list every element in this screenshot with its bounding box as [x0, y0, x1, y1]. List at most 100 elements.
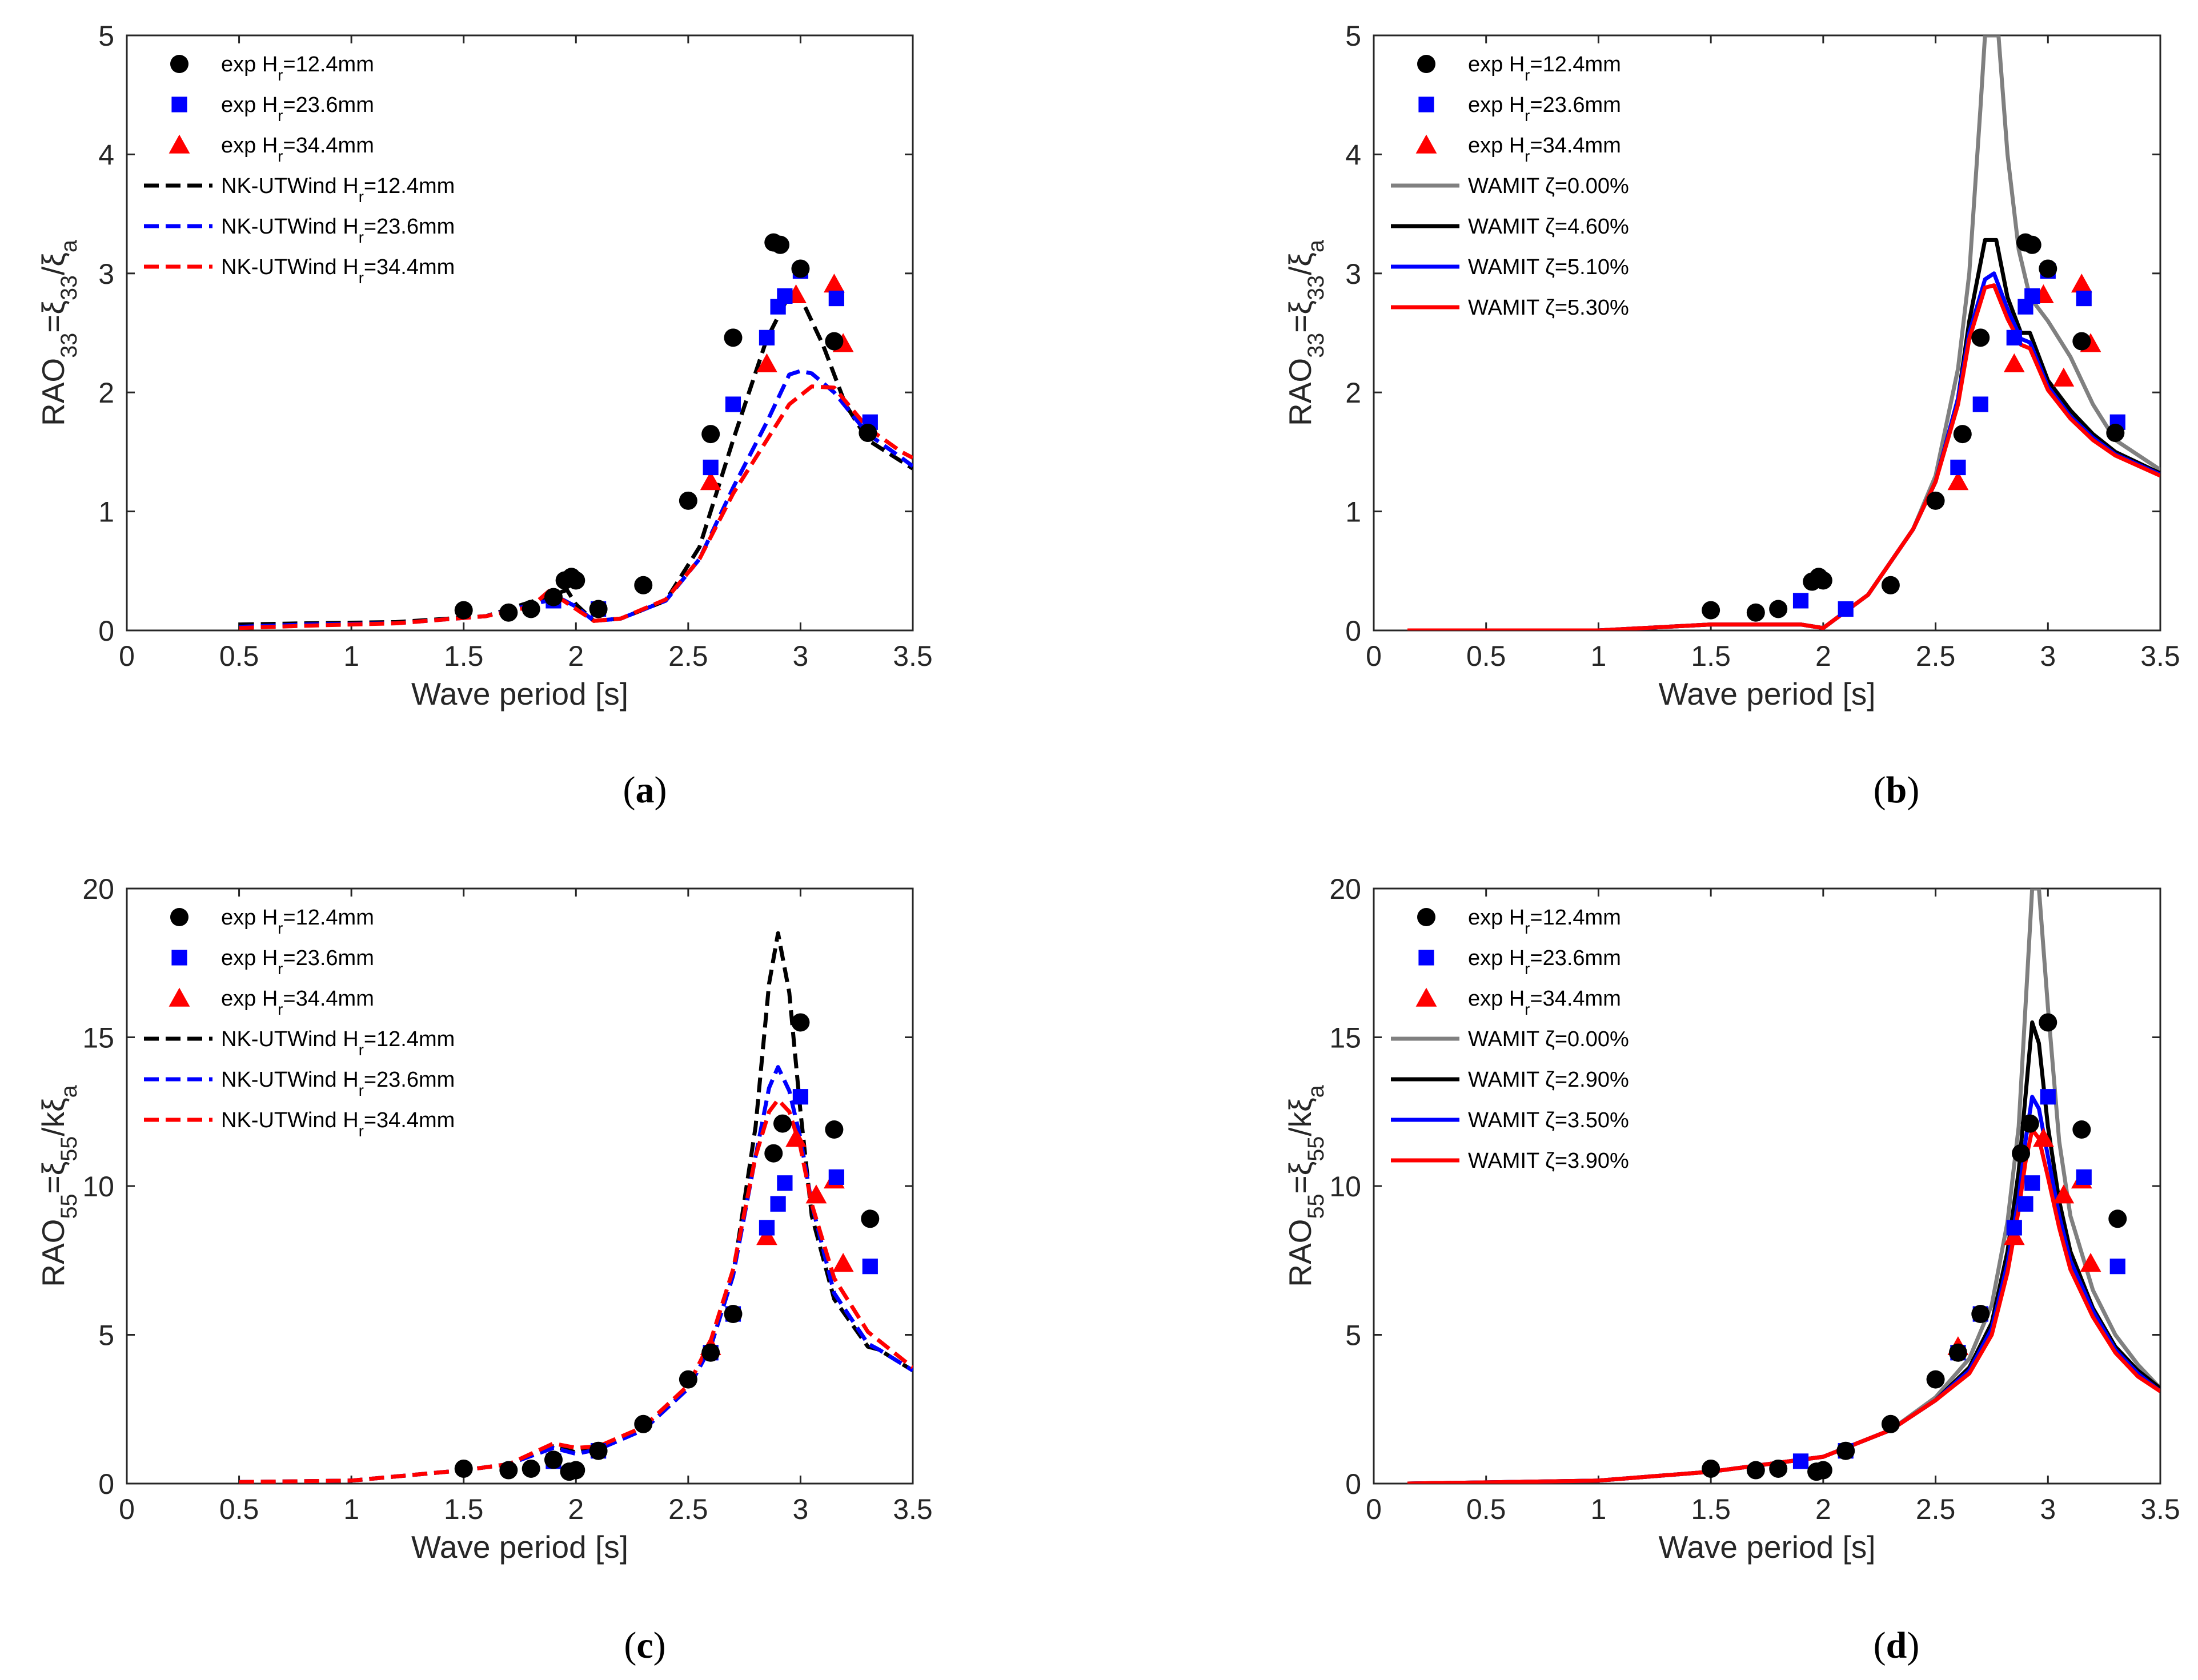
x-tick-label: 1 — [1591, 1493, 1607, 1525]
ylabel-sub: 33 — [57, 333, 82, 358]
data-point-square — [2017, 1196, 2033, 1212]
caption-paren: ) — [1907, 769, 1919, 811]
data-point-circle — [1814, 571, 1832, 590]
data-point-square — [792, 1089, 809, 1105]
legend-text-sub: r — [359, 188, 364, 206]
x-tick-label: 0.5 — [219, 1493, 259, 1525]
x-tick-label: 0 — [119, 640, 135, 672]
x-tick-label: 1.5 — [444, 640, 484, 672]
data-point-square — [1972, 396, 1988, 412]
data-point-circle — [2072, 332, 2091, 351]
data-point-triangle — [169, 134, 190, 154]
x-tick-label: 2 — [1815, 1493, 1831, 1525]
chart-panel-c: 0 0.5 1 1.5 2 2.5 3 3.5 0 5 10 15 20 Wave period [s] R… — [35, 873, 933, 1666]
data-point-square — [1792, 1453, 1809, 1469]
y-tick-label: 0 — [98, 1468, 114, 1500]
legend-label: WAMIT ζ=5.10% — [1468, 255, 1629, 279]
x-tick-label: 2 — [1815, 640, 1831, 672]
x-tick-label: 1 — [343, 640, 359, 672]
legend-label: exp Hr=34.4mm — [1468, 134, 1621, 165]
data-point-circle — [634, 1414, 653, 1433]
x-tick-label: 0 — [1366, 640, 1382, 672]
legend-text-sub: r — [278, 919, 283, 937]
data-point-circle — [170, 55, 188, 73]
x-tick-label: 3.5 — [893, 1493, 933, 1525]
plot-area — [1373, 887, 2161, 1485]
legend-text-part: NK-UTWind H — [221, 1108, 359, 1132]
x-tick-label: 2.5 — [1916, 1493, 1956, 1525]
legend-text-sub: r — [278, 147, 283, 165]
data-point-circle — [791, 1013, 810, 1032]
data-point-square — [2109, 1259, 2125, 1275]
legend-text-part: =23.6mm — [364, 1068, 455, 1092]
ylabel-part: =ξ — [35, 300, 71, 333]
data-point-circle — [522, 1459, 540, 1478]
ylabel-sub: 33 — [1303, 333, 1329, 358]
caption-letter: d — [1886, 1625, 1907, 1666]
legend-label: WAMIT ζ=0.00% — [1468, 1027, 1629, 1051]
data-point-triangle — [2003, 1226, 2025, 1245]
y-tick-label: 4 — [1345, 139, 1361, 171]
y-tick-label: 5 — [98, 20, 114, 52]
data-point-circle — [567, 1461, 585, 1480]
legend-text-part: WAMIT ζ=2.90% — [1468, 1068, 1629, 1092]
legend-label: exp Hr=34.4mm — [221, 987, 374, 1018]
ylabel-sub: 55 — [57, 1136, 82, 1161]
series-line — [1407, 283, 2160, 630]
data-point-circle — [724, 328, 743, 347]
x-tick-label: 2.5 — [668, 640, 708, 672]
data-point-circle — [2072, 1120, 2091, 1139]
data-point-square — [2024, 288, 2040, 304]
x-axis-label: Wave period [s] — [411, 676, 628, 712]
legend-text-sub: r — [278, 107, 283, 124]
data-point-triangle — [805, 1184, 827, 1204]
x-tick-label: 3 — [2040, 640, 2056, 672]
legend-label: WAMIT ζ=0.00% — [1468, 174, 1629, 198]
ylabel-part: RAO — [1282, 1219, 1318, 1287]
data-point-triangle — [2033, 1128, 2054, 1147]
data-point-circle — [764, 1144, 783, 1163]
caption-paren: ( — [1874, 769, 1886, 811]
ylabel-sub: a — [57, 1084, 82, 1098]
panel-caption: (d) — [1874, 1625, 1920, 1666]
legend-label: WAMIT ζ=3.50% — [1468, 1108, 1629, 1132]
x-tick-label: 2 — [568, 1493, 584, 1525]
ylabel-sub: 55 — [1303, 1194, 1329, 1219]
legend-text-part: exp H — [1468, 946, 1525, 970]
y-tick-label: 3 — [98, 258, 114, 290]
x-tick-label: 0 — [1366, 1493, 1382, 1525]
data-point-circle — [2039, 1013, 2057, 1032]
caption-letter: a — [636, 769, 655, 811]
ylabel-part: /ξ — [35, 252, 71, 275]
data-point-circle — [1702, 601, 1720, 620]
legend-text-part: =12.4mm — [1530, 53, 1621, 77]
x-tick-label: 1 — [1591, 640, 1607, 672]
legend-label: exp Hr=23.6mm — [221, 93, 374, 124]
data-point-circle — [1417, 908, 1435, 926]
x-tick-label: 0.5 — [219, 640, 259, 672]
data-point-square — [171, 950, 187, 966]
chart-panel-a: 0 0.5 1 1.5 2 2.5 3 3.5 0 1 2 3 4 5 Wave period [s] RAO… — [35, 20, 933, 811]
y-tick-label: 3 — [1345, 258, 1361, 290]
legend-text-sub: r — [359, 228, 364, 246]
legend-text-part: WAMIT ζ=5.10% — [1468, 255, 1629, 279]
data-point-square — [777, 288, 793, 304]
series-line — [239, 384, 913, 630]
data-point-square — [2040, 1089, 2056, 1105]
legend-text-part: =23.6mm — [1530, 93, 1621, 117]
data-point-square — [1950, 459, 1966, 476]
y-tick-label: 5 — [98, 1320, 114, 1352]
x-tick-label: 2 — [568, 640, 584, 672]
ylabel-sub: 33 — [1303, 275, 1329, 300]
caption-paren: ( — [624, 1625, 636, 1666]
legend-text-sub: r — [359, 1082, 364, 1099]
x-axis-label: Wave period [s] — [1658, 676, 1875, 712]
legend-label: exp Hr=23.6mm — [1468, 93, 1621, 124]
data-point-square — [2006, 329, 2022, 345]
ylabel-part: /ξ — [1282, 252, 1318, 275]
legend-text-sub: r — [278, 1000, 283, 1018]
data-point-circle — [589, 600, 608, 618]
data-point-circle — [2020, 1114, 2039, 1133]
legend-label: exp Hr=12.4mm — [1468, 906, 1621, 937]
